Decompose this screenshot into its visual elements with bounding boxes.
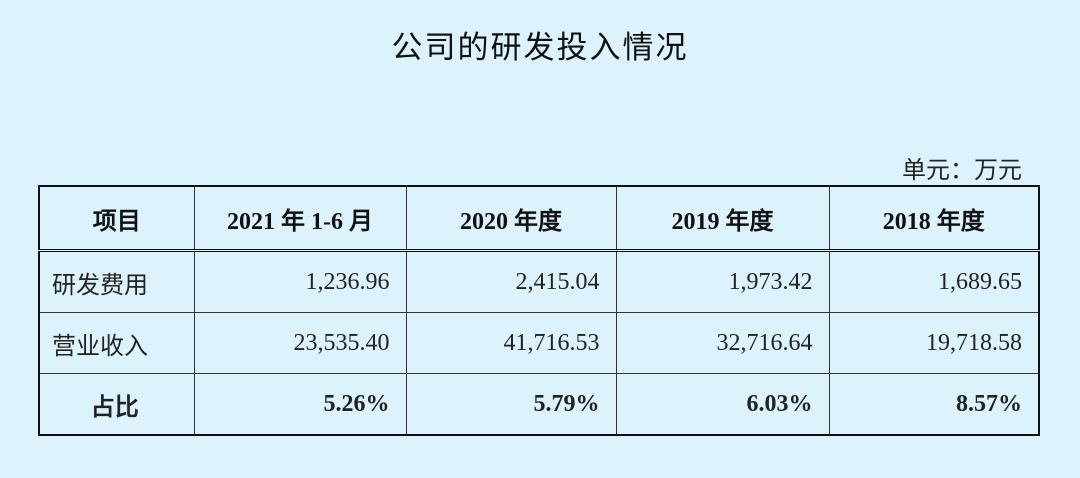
cell: 23,535.40	[193, 312, 407, 374]
header-row: 项目 2021 年 1-6 月 2020 年度 2019 年度 2018 年度	[38, 185, 1040, 252]
column-header: 2019 年度	[615, 185, 830, 252]
row-label: 占比	[38, 373, 195, 436]
column-header: 2018 年度	[828, 185, 1040, 252]
table-row: 占比 5.26% 5.79% 6.03% 8.57%	[38, 373, 1040, 436]
column-header: 2021 年 1-6 月	[193, 185, 407, 252]
table-row: 营业收入 23,535.40 41,716.53 32,716.64 19,718.58	[38, 312, 1040, 374]
cell: 1,973.42	[615, 250, 830, 313]
cell: 5.26%	[193, 373, 407, 436]
cell: 6.03%	[615, 373, 830, 436]
rd-table: 项目 2021 年 1-6 月 2020 年度 2019 年度 2018 年度 …	[38, 185, 1040, 436]
title: 公司的研发投入情况	[391, 30, 689, 66]
cell: 2,415.04	[405, 250, 617, 313]
cell: 41,716.53	[405, 312, 617, 374]
table-head: 项目 2021 年 1-6 月 2020 年度 2019 年度 2018 年度	[38, 185, 1040, 252]
column-header: 2020 年度	[405, 185, 617, 252]
cell: 1,236.96	[193, 250, 407, 313]
row-label: 研发费用	[38, 250, 195, 313]
cell: 1,689.65	[828, 250, 1040, 313]
cell: 19,718.58	[828, 312, 1040, 374]
unit-note: 单元：万元	[902, 158, 1022, 184]
table-row: 研发费用 1,236.96 2,415.04 1,973.42 1,689.65	[38, 250, 1040, 313]
table-body: 研发费用 1,236.96 2,415.04 1,973.42 1,689.65 营业收入…	[38, 250, 1040, 436]
column-header: 项目	[38, 185, 195, 252]
cell: 5.79%	[405, 373, 617, 436]
cell: 8.57%	[828, 373, 1040, 436]
row-label: 营业收入	[38, 312, 195, 374]
cell: 32,716.64	[615, 312, 830, 374]
